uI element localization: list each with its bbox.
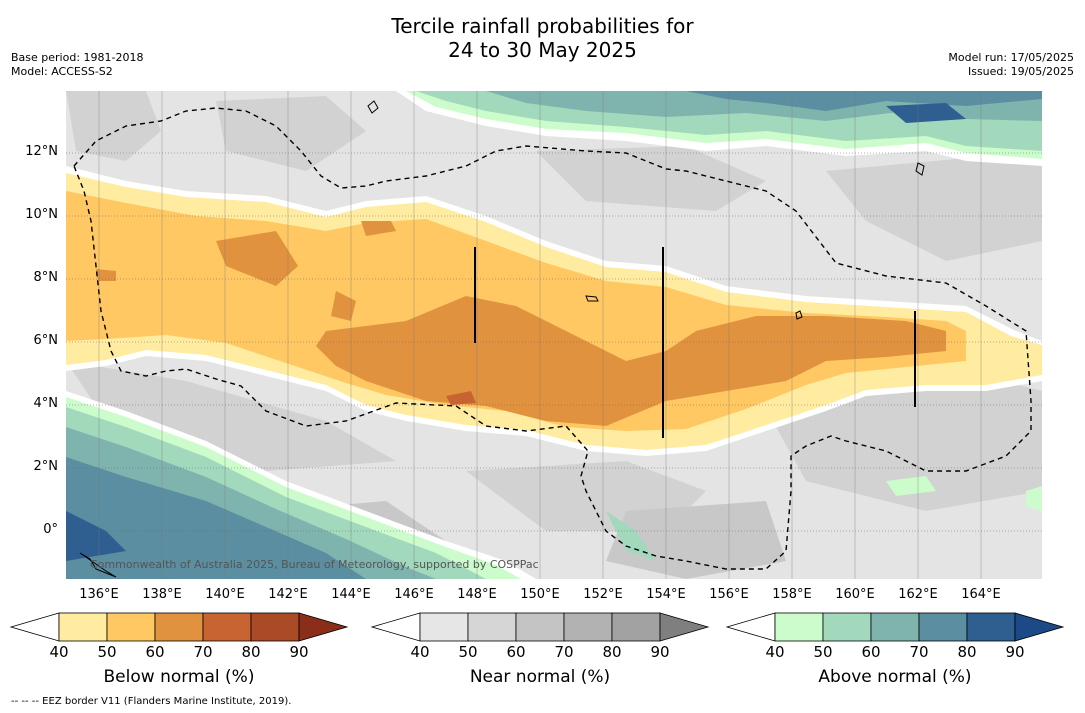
meta-left: Base period: 1981-2018 Model: ACCESS-S2 <box>11 51 143 79</box>
longitude-label: 162°E <box>898 587 938 602</box>
longitude-label: 156°E <box>709 587 749 602</box>
longitude-label: 164°E <box>961 587 1001 602</box>
colorbar-tick-label: 80 <box>241 643 261 661</box>
colorbar-segment <box>467 612 517 642</box>
map-title: Tercile rainfall probabilities for 24 to… <box>0 14 1085 62</box>
colorbar-segment <box>154 612 204 642</box>
map-title-line2: 24 to 30 May 2025 <box>448 38 637 62</box>
eez-legend-note: -- -- -- EEZ border V11 (Flanders Marine… <box>11 696 292 707</box>
latitude-label: 2°N <box>33 459 59 474</box>
graticule <box>66 91 1042 579</box>
issued-date: Issued: 19/05/2025 <box>967 65 1074 78</box>
longitude-label: 138°E <box>142 587 182 602</box>
colorbar-segment <box>966 612 1016 642</box>
below-normal-shading <box>66 166 1042 456</box>
colorbar-segment <box>563 612 613 642</box>
colorbar-tick-label: 50 <box>97 643 117 661</box>
colorbar-tick-label: 60 <box>506 643 526 661</box>
marker-lines <box>474 247 916 438</box>
colorbar-tick-label: 70 <box>554 643 574 661</box>
longitude-label: 150°E <box>520 587 560 602</box>
longitude-label: 148°E <box>457 587 497 602</box>
longitude-label: 158°E <box>772 587 812 602</box>
longitude-label: 146°E <box>394 587 434 602</box>
above-normal-southwest <box>66 391 1042 579</box>
longitude-label: 136°E <box>79 587 119 602</box>
copyright-text: Commonwealth of Australia 2025, Bureau o… <box>90 558 539 571</box>
colorbar-segment <box>822 612 872 642</box>
colorbar-extend-high <box>298 612 349 642</box>
eez-borders <box>73 107 1032 570</box>
colorbar-segment <box>611 612 661 642</box>
latitude-label: 10°N <box>25 207 58 222</box>
latitude-label: 12°N <box>25 144 58 159</box>
island-outlines <box>79 100 925 578</box>
colorbar-tick-label: 40 <box>410 643 430 661</box>
cb-title-above: Above normal (%) <box>818 667 972 687</box>
colorbar-tick-label: 60 <box>145 643 165 661</box>
colorbar-tick-label: 90 <box>650 643 670 661</box>
colorbar-segment <box>202 612 252 642</box>
colorbar-segment <box>250 612 300 642</box>
colorbar-tick-label: 90 <box>1005 643 1025 661</box>
colorbar-tick-label: 90 <box>289 643 309 661</box>
latitude-label: 6°N <box>33 333 59 348</box>
colorbar-tick-label: 40 <box>765 643 785 661</box>
longitude-label: 140°E <box>205 587 245 602</box>
colorbar-tick-label: 80 <box>957 643 977 661</box>
colorbar-extend-high <box>1014 612 1065 642</box>
colorbar-tick-label: 50 <box>458 643 478 661</box>
colorbar-segment <box>419 612 469 642</box>
longitude-label: 152°E <box>583 587 623 602</box>
colorbar-segment <box>58 612 108 642</box>
colorbar-extend-high <box>659 612 710 642</box>
colorbar-extend-low <box>725 612 776 642</box>
rainfall-map <box>66 91 1042 579</box>
colorbar-tick-label: 40 <box>49 643 69 661</box>
model-run: Model run: 17/05/2025 <box>948 51 1074 64</box>
colorbar-segment <box>106 612 156 642</box>
longitude-label: 144°E <box>331 587 371 602</box>
colorbar-segment <box>774 612 824 642</box>
colorbar-tick-label: 70 <box>909 643 929 661</box>
colorbar-segment <box>515 612 565 642</box>
colorbar-extend-low <box>9 612 60 642</box>
colorbar-tick-label: 70 <box>193 643 213 661</box>
colorbar-extend-low <box>370 612 421 642</box>
latitude-label: 8°N <box>33 270 59 285</box>
colorbar-tick-label: 60 <box>861 643 881 661</box>
base-period: Base period: 1981-2018 <box>11 51 144 64</box>
cb-title-near: Near normal (%) <box>469 667 611 687</box>
longitude-label: 160°E <box>835 587 875 602</box>
meta-right: Model run: 17/05/2025 Issued: 19/05/2025 <box>948 51 1074 79</box>
model-name: Model: ACCESS-S2 <box>11 65 113 78</box>
colorbar-tick-label: 80 <box>602 643 622 661</box>
map-title-line1: Tercile rainfall probabilities for <box>391 14 694 38</box>
longitude-label: 154°E <box>646 587 686 602</box>
longitude-label: 142°E <box>268 587 308 602</box>
colorbar-tick-label: 50 <box>813 643 833 661</box>
colorbar-segment <box>870 612 920 642</box>
near-normal-shading <box>66 91 1042 579</box>
latitude-label: 0° <box>43 522 58 537</box>
colorbar-segment <box>918 612 968 642</box>
latitude-label: 4°N <box>33 396 59 411</box>
cb-title-below: Below normal (%) <box>103 667 255 687</box>
